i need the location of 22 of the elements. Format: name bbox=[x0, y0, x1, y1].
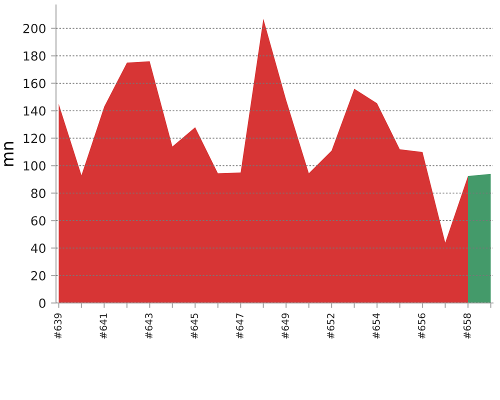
x-tick-label: #641 bbox=[100, 314, 108, 339]
y-axis-title: mn bbox=[4, 142, 14, 166]
y-tick-label: 140 bbox=[24, 106, 46, 116]
y-tick-label: 40 bbox=[30, 244, 46, 253]
x-tick-label: #656 bbox=[418, 313, 426, 339]
x-tick-label: #652 bbox=[327, 314, 334, 339]
x-tick-label: #649 bbox=[282, 313, 289, 339]
y-tick-label: 120 bbox=[24, 134, 46, 144]
x-tick-label: #639 bbox=[54, 313, 62, 339]
y-tick-label: 180 bbox=[24, 51, 46, 61]
x-tick-label: #643 bbox=[145, 314, 152, 339]
x-tick-label: #658 bbox=[463, 313, 471, 339]
x-tick-label: #654 bbox=[372, 313, 380, 339]
y-tick-label: 100 bbox=[24, 161, 46, 171]
y-tick-label: 20 bbox=[31, 271, 46, 280]
y-tick-label: 80 bbox=[31, 188, 46, 198]
y-tick-label: 200 bbox=[23, 24, 46, 34]
y-tick-label: 60 bbox=[31, 216, 46, 226]
y-tick-label: 0 bbox=[39, 298, 46, 308]
y-tick-label: 160 bbox=[24, 78, 46, 88]
x-tick-label: #647 bbox=[236, 314, 244, 339]
x-tick-label: #645 bbox=[190, 314, 198, 339]
